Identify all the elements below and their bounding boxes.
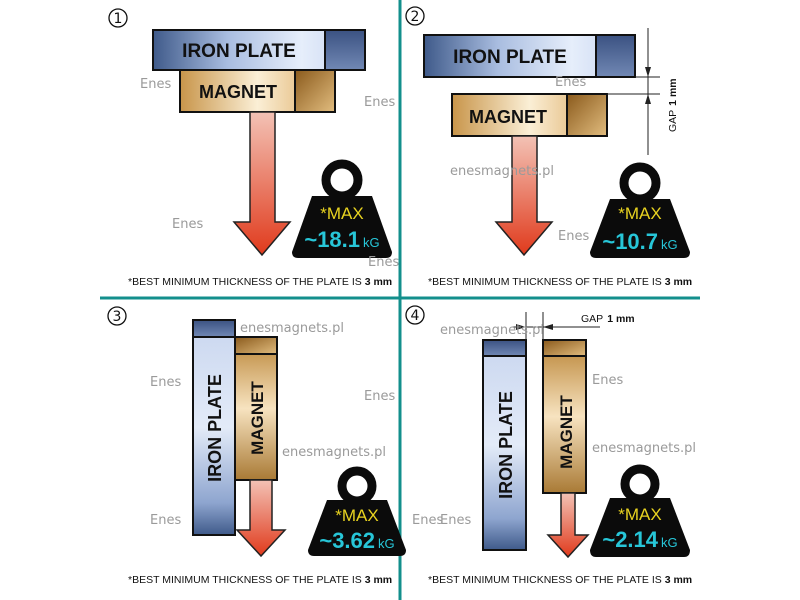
pull-force-arrow (494, 135, 554, 257)
iron-plate-label: IRON PLATE (453, 47, 567, 68)
max-force-value: ~2.14 kG (602, 527, 677, 552)
gap-dimension: GAP1 mm (607, 28, 679, 155)
thickness-note: *BEST MINIMUM THICKNESS OF THE PLATE IS … (128, 276, 392, 288)
max-label: *MAX (335, 506, 378, 525)
panel-number-badge (405, 6, 425, 26)
watermark-logo: Enes (150, 513, 181, 528)
watermark-url: enesmagnets.pl (282, 445, 386, 460)
watermark-logo: Enes (140, 77, 171, 92)
magnet-label: MAGNET (469, 107, 547, 127)
iron-plate-label: IRON PLATE (182, 41, 296, 62)
weight-icon: *MAX ~10.7 kG (590, 162, 690, 258)
weight-icon: *MAX ~3.62 kG (308, 466, 406, 556)
watermark-logo: Enes (412, 513, 443, 528)
watermark-logo: Enes (150, 375, 181, 390)
watermark-logo: Enes (592, 373, 623, 388)
pull-force-arrow (232, 111, 292, 257)
panel-number-badge (107, 306, 127, 326)
watermark-logo: Enes (558, 229, 589, 244)
watermark-logo: Enes (172, 217, 203, 232)
magnet: MAGNET (179, 69, 336, 113)
magnet: MAGNET (451, 93, 608, 137)
iron-plate-label: IRON PLATE (205, 374, 225, 482)
max-force-value: ~18.1 kG (304, 227, 379, 252)
panel-number: 1 (114, 11, 123, 27)
magnet: MAGNET (234, 336, 278, 481)
weight-icon: *MAX ~18.1 kG (292, 159, 392, 258)
magnet-label: MAGNET (557, 395, 576, 469)
watermark-logo: Enes (368, 255, 399, 270)
watermark-url: enesmagnets.pl (450, 164, 554, 179)
panel-1: 1 IRON PLATE MAGNET Enes Enes *MAX ~18.1… (108, 8, 392, 288)
thickness-note: *BEST MINIMUM THICKNESS OF THE PLATE IS … (428, 574, 692, 586)
pull-force-arrow (235, 479, 287, 558)
max-force-value: ~3.62 kG (319, 528, 394, 553)
gap-label: GAP1 mm (667, 78, 679, 132)
watermark-logo: Enes (555, 75, 586, 90)
weight-icon: *MAX ~2.14 kG (590, 464, 690, 557)
panel-number: 3 (113, 309, 122, 325)
watermark-url: enesmagnets.pl (592, 441, 696, 456)
iron-plate: IRON PLATE (192, 319, 236, 536)
max-label: *MAX (320, 204, 363, 223)
iron-plate: IRON PLATE (152, 29, 366, 71)
max-force-value: ~10.7 kG (602, 229, 677, 254)
thickness-note: *BEST MINIMUM THICKNESS OF THE PLATE IS … (128, 574, 392, 586)
iron-plate: IRON PLATE (423, 34, 636, 78)
watermark-logo: Enes (364, 95, 395, 110)
iron-plate: IRON PLATE (482, 339, 527, 551)
magnet-label: MAGNET (199, 82, 277, 102)
panel-number: 4 (411, 308, 420, 324)
magnet: MAGNET (542, 339, 587, 494)
thickness-note: *BEST MINIMUM THICKNESS OF THE PLATE IS … (428, 276, 692, 288)
panel-number-badge (108, 8, 128, 28)
watermark-logo: Enes (440, 513, 471, 528)
panel-number-badge (405, 305, 425, 325)
watermark-url: enesmagnets.pl (440, 323, 544, 338)
iron-plate-label: IRON PLATE (496, 391, 516, 499)
magnet-label: MAGNET (248, 381, 267, 455)
panel-number: 2 (411, 9, 420, 25)
max-label: *MAX (618, 505, 661, 524)
max-label: *MAX (618, 204, 661, 223)
pull-force-arrow (546, 492, 590, 559)
watermark-logo: Enes (364, 389, 395, 404)
panel-3: 3 IRON PLATE MAGNET enesmagnets.pl enesm… (107, 306, 443, 586)
panel-4: 4 IRON PLATE MAGNET GAP 1 mm enesmagnets.… (405, 305, 696, 586)
watermark-url: enesmagnets.pl (240, 321, 344, 336)
panel-2: 2 IRON PLATE MAGNET GAP1 mm enesmagnets.… (364, 6, 692, 288)
